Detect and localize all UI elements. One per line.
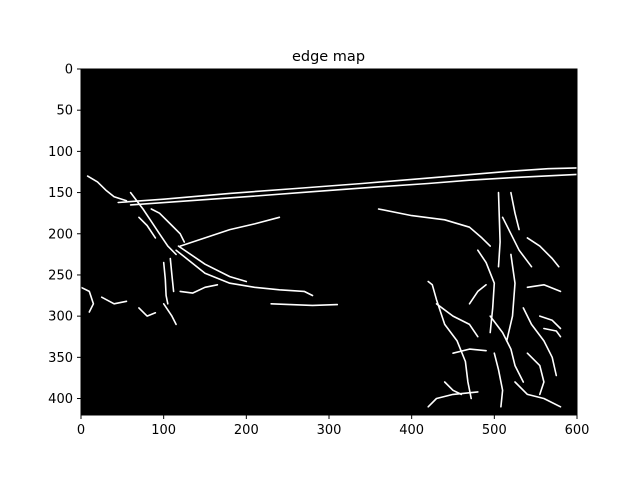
edge-segment-3 [129,191,177,256]
x-tick-label-0: 0 [77,423,85,438]
edge-segment-8 [162,261,169,305]
edge-segment-21 [497,191,501,268]
plot-area-background [81,69,577,415]
y-tick-label-150: 150 [48,186,73,201]
edge-segment-15 [100,296,128,305]
edge-segment-12 [179,283,219,294]
edge-segment-32 [526,283,562,293]
edge-segment-34 [538,315,562,330]
x-tick-label-100: 100 [151,423,176,438]
edge-segment-25 [522,307,558,377]
edge-segment-0 [117,167,578,204]
x-tick-label-400: 400 [399,423,424,438]
edge-segment-5 [138,216,157,239]
x-axis: 0 100 200 300 400 500 600 [77,415,590,438]
y-tick-label-0: 0 [65,63,73,78]
y-tick-label-300: 300 [48,310,73,325]
y-axis: 0 50 100 150 200 250 300 350 400 [48,63,81,407]
edge-segment-7 [177,245,248,283]
edge-segment-18 [427,280,473,400]
edge-segment-29 [514,381,562,408]
edge-segment-30 [427,391,479,408]
edge-segment-35 [543,327,562,338]
edge-segment-28 [526,352,545,396]
edge-segment-9 [169,257,175,293]
edge-segment-1 [129,173,578,206]
x-tick-label-600: 600 [565,423,590,438]
edge-segment-20 [476,249,496,334]
y-tick-label-200: 200 [48,227,73,242]
edge-segment-26 [493,352,504,408]
edge-segment-13 [270,302,339,307]
edge-segment-37 [443,381,463,396]
edge-lines [80,167,578,408]
y-tick-label-400: 400 [48,392,73,407]
y-tick-label-100: 100 [48,145,73,160]
edge-segment-4 [150,208,186,243]
edge-segment-17 [377,208,492,247]
edge-segment-19 [435,302,479,338]
edge-segment-6 [175,249,314,297]
edge-segment-10 [179,216,281,247]
edge-segment-24 [489,315,525,383]
y-tick-label-50: 50 [56,104,73,119]
edge-segment-36 [468,283,487,305]
chart-title: edge map [292,49,365,65]
edge-segment-33 [505,253,516,342]
y-tick-label-250: 250 [48,268,73,283]
x-tick-label-200: 200 [234,423,259,438]
y-tick-label-350: 350 [48,351,73,366]
edge-segment-23 [510,191,520,231]
edge-segment-31 [526,237,560,268]
edge-segment-16 [138,307,157,317]
edge-segment-11 [162,302,177,326]
edge-segment-2 [86,175,128,202]
edge-segment-22 [501,216,533,268]
edge-segment-27 [452,348,487,355]
x-tick-label-500: 500 [482,423,507,438]
x-tick-label-300: 300 [317,423,342,438]
edge-segment-14 [80,286,95,313]
